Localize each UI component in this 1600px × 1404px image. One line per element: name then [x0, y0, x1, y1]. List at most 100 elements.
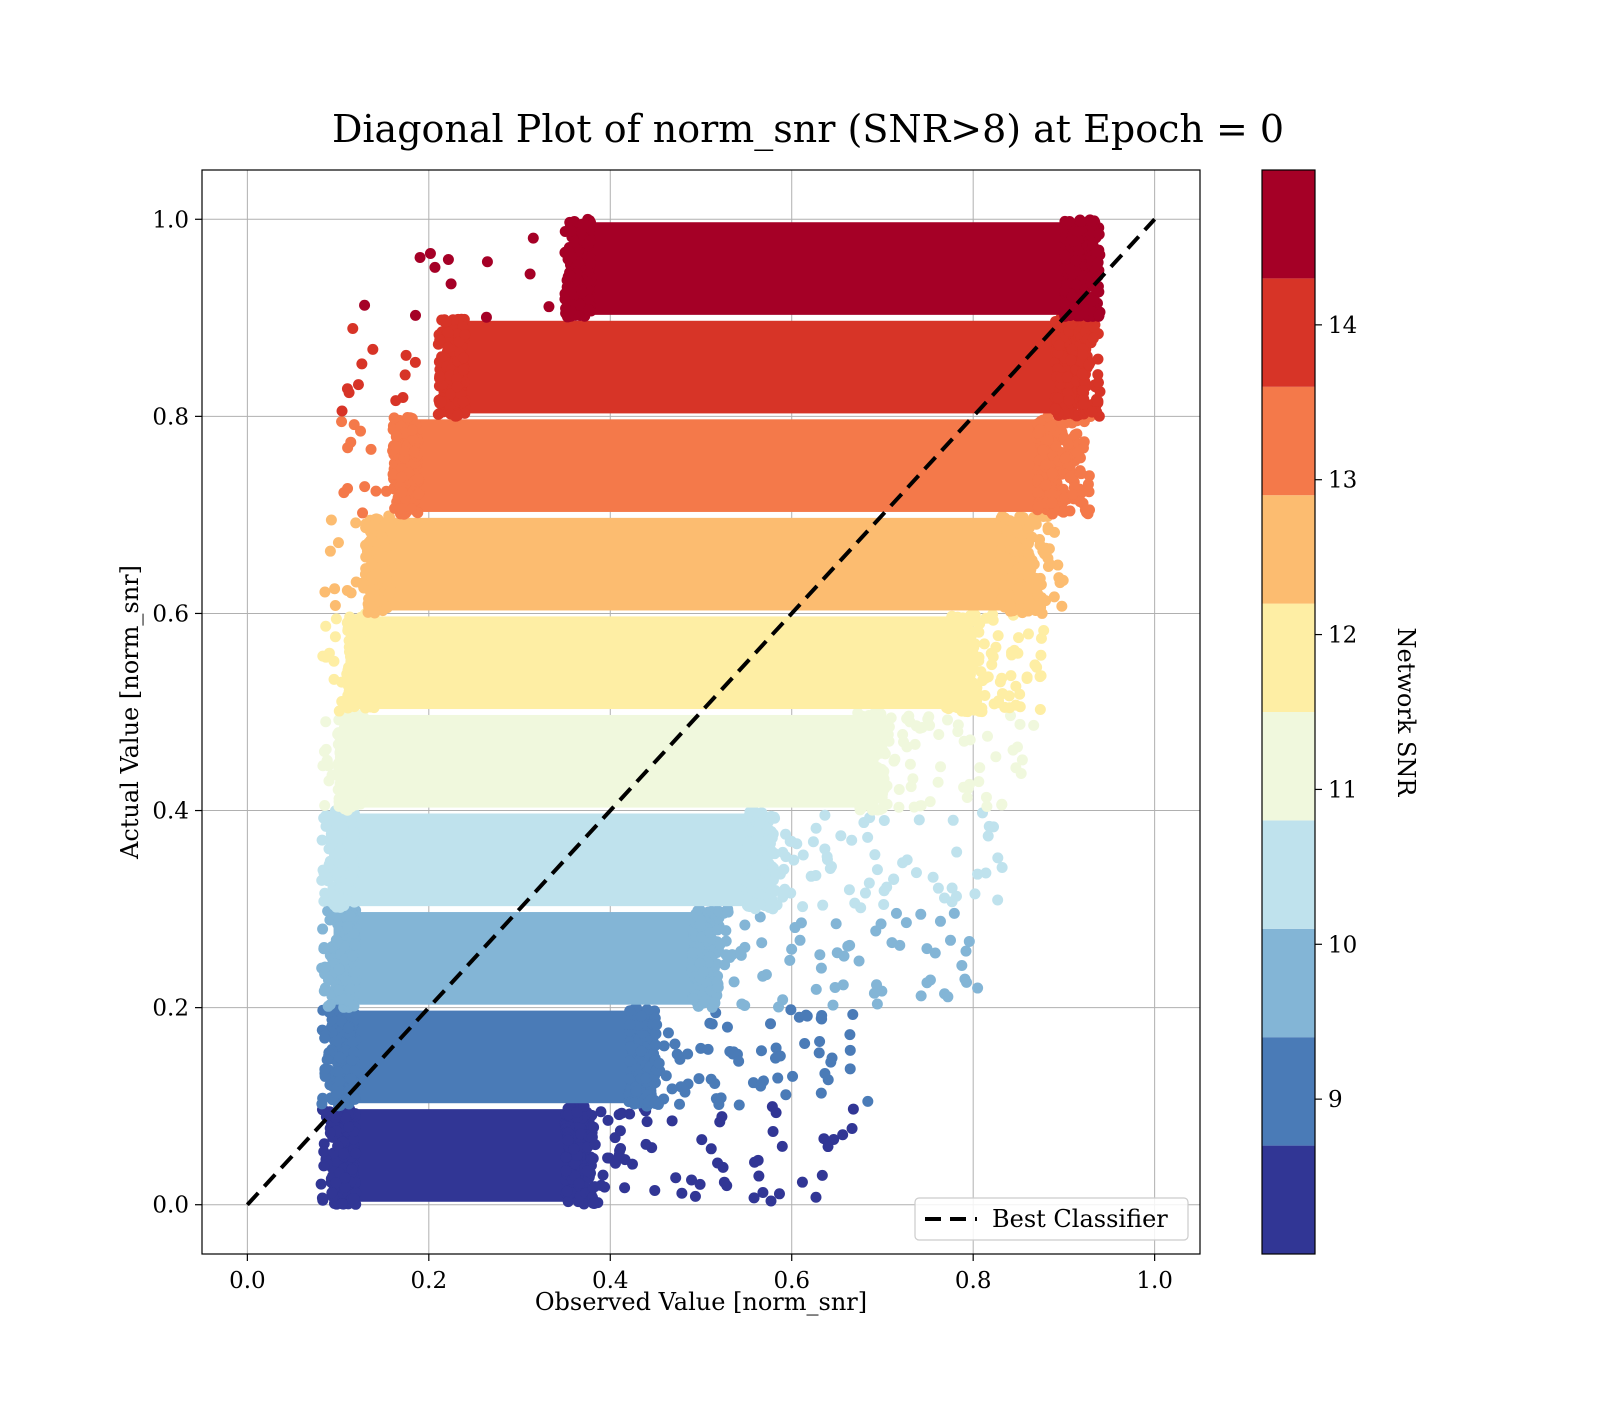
scatter-point — [934, 915, 946, 927]
scatter-point — [830, 918, 842, 930]
scatter-point — [326, 1187, 338, 1199]
scatter-point — [616, 1107, 628, 1119]
scatter-point — [1067, 488, 1079, 500]
scatter-point — [901, 713, 913, 725]
scatter-point — [869, 849, 881, 861]
colorbar-band — [1262, 386, 1315, 496]
scatter-point — [385, 551, 397, 563]
scatter-point — [942, 638, 954, 650]
scatter-point — [341, 921, 353, 933]
scatter-point — [679, 1086, 691, 1098]
scatter-point — [900, 917, 912, 929]
scatter-point — [331, 1035, 343, 1047]
scatter-point — [1059, 452, 1071, 464]
scatter-point — [452, 409, 464, 421]
scatter-point — [1078, 398, 1090, 410]
scatter-point — [346, 1054, 358, 1066]
scatter-point — [923, 711, 935, 723]
scatter-point — [568, 1143, 580, 1155]
scatter-point — [969, 888, 981, 900]
scatter-point — [322, 1000, 334, 1012]
scatter-point — [769, 848, 781, 860]
scatter-point — [676, 1187, 688, 1199]
scatter-point — [810, 822, 822, 834]
scatter-point — [366, 558, 378, 570]
scatter-point — [650, 1028, 662, 1040]
scatter-band-core — [351, 616, 969, 710]
scatter-point — [851, 756, 863, 768]
colorbar-tick-label: 13 — [1328, 468, 1357, 494]
scatter-point — [320, 651, 332, 663]
scatter-point — [333, 963, 345, 975]
scatter-point — [628, 1097, 640, 1109]
scatter-point — [765, 1195, 777, 1207]
scatter-point — [810, 869, 822, 881]
scatter-series-band-7 — [336, 410, 1096, 520]
scatter-point — [597, 1169, 609, 1181]
scatter-point — [442, 342, 454, 354]
scatter-point — [765, 1018, 777, 1030]
scatter-point — [1037, 444, 1049, 456]
scatter-point — [651, 1019, 663, 1031]
plot-area — [201, 169, 1201, 1255]
scatter-point — [334, 747, 346, 759]
scatter-point — [772, 1072, 784, 1084]
scatter-point — [852, 710, 864, 722]
scatter-point — [332, 1140, 344, 1152]
scatter-point — [349, 739, 361, 751]
scatter-point — [353, 723, 365, 735]
scatter-point — [322, 974, 334, 986]
scatter-point — [947, 814, 959, 826]
scatter-point — [341, 718, 353, 730]
scatter-point — [407, 433, 419, 445]
scatter-point — [1004, 702, 1016, 714]
scatter-point — [341, 668, 353, 680]
scatter-point — [330, 613, 342, 625]
scatter-point — [316, 834, 328, 846]
scatter-point — [843, 884, 855, 896]
scatter-point — [755, 1045, 767, 1057]
scatter-point — [365, 443, 377, 455]
scatter-point — [944, 934, 956, 946]
scatter-point — [560, 302, 572, 314]
scatter-point — [871, 864, 883, 876]
scatter-point — [901, 741, 913, 753]
scatter-point — [853, 955, 865, 967]
scatter-point — [761, 835, 773, 847]
scatter-point — [457, 364, 469, 376]
scatter-point — [977, 675, 989, 687]
scatter-point — [784, 954, 796, 966]
scatter-point — [666, 1083, 678, 1095]
scatter-point — [860, 763, 872, 775]
scatter-point — [1076, 368, 1088, 380]
scatter-point — [696, 1134, 708, 1146]
scatter-point — [332, 728, 344, 740]
scatter-point — [345, 1073, 357, 1085]
scatter-point — [1092, 377, 1104, 389]
scatter-point — [385, 585, 397, 597]
scatter-point — [319, 1032, 331, 1044]
scatter-point — [440, 316, 452, 328]
scatter-point — [1038, 625, 1050, 637]
scatter-point — [658, 1040, 670, 1052]
scatter-point — [348, 1046, 360, 1058]
scatter-point — [350, 1147, 362, 1159]
scatter-point — [332, 984, 344, 996]
scatter-point — [1068, 235, 1080, 247]
scatter-point — [1040, 479, 1052, 491]
scatter-point — [1064, 472, 1076, 484]
scatter-point — [360, 622, 372, 634]
scatter-point — [1034, 671, 1046, 683]
scatter-point — [821, 854, 833, 866]
colorbar-band — [1262, 278, 1315, 387]
scatter-point — [1061, 371, 1073, 383]
scatter-point — [913, 814, 925, 826]
scatter-band-core — [333, 813, 770, 907]
scatter-point — [689, 1190, 701, 1202]
scatter-point — [589, 1181, 601, 1193]
scatter-point — [878, 898, 890, 910]
scatter-band-core — [369, 517, 1024, 611]
scatter-point — [320, 716, 332, 728]
scatter-point — [1083, 359, 1095, 371]
